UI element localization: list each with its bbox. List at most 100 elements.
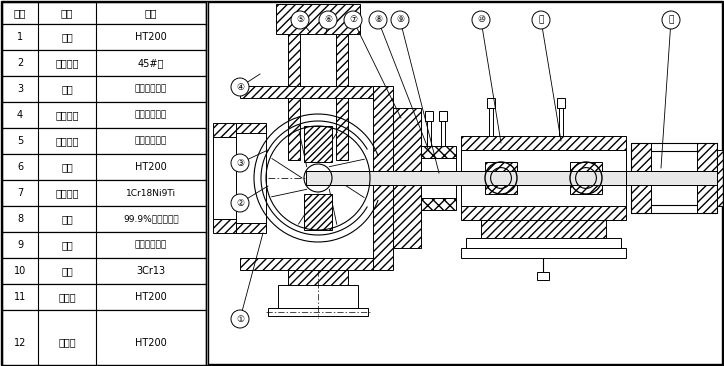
- Text: 叶轮: 叶轮: [61, 84, 73, 94]
- Bar: [2, 232, 206, 258]
- Circle shape: [391, 11, 409, 29]
- Circle shape: [472, 11, 490, 29]
- Text: HT200: HT200: [135, 292, 167, 302]
- Bar: [481, 220, 606, 238]
- Circle shape: [231, 78, 249, 96]
- Bar: [461, 206, 626, 220]
- Text: ③: ③: [236, 158, 244, 168]
- Circle shape: [344, 11, 362, 29]
- Bar: [461, 150, 626, 206]
- Text: ⑤: ⑤: [296, 15, 304, 25]
- Text: 45#钢: 45#钢: [138, 58, 164, 68]
- Bar: [717, 150, 724, 206]
- Bar: [425, 111, 433, 121]
- Text: 联轴器: 联轴器: [58, 337, 76, 347]
- Circle shape: [319, 11, 337, 29]
- Text: 11: 11: [14, 292, 26, 302]
- Bar: [236, 223, 266, 233]
- Bar: [2, 102, 206, 128]
- Text: 泵轴: 泵轴: [61, 266, 73, 276]
- Text: 泵盖衬里: 泵盖衬里: [55, 136, 79, 146]
- Text: 7: 7: [17, 188, 23, 198]
- Bar: [439, 111, 447, 121]
- Text: 序号: 序号: [14, 8, 26, 18]
- Text: 8: 8: [17, 214, 23, 224]
- Bar: [393, 108, 421, 248]
- Bar: [240, 258, 378, 270]
- Text: 叶轮骨架: 叶轮骨架: [55, 58, 79, 68]
- Bar: [626, 171, 717, 185]
- Text: ⑪: ⑪: [539, 15, 544, 25]
- Text: 10: 10: [14, 266, 26, 276]
- Text: 1Cr18Ni9Ti: 1Cr18Ni9Ti: [126, 188, 176, 198]
- Bar: [421, 158, 456, 198]
- Circle shape: [662, 11, 680, 29]
- Bar: [487, 98, 495, 108]
- Circle shape: [369, 11, 387, 29]
- Bar: [304, 126, 332, 162]
- Bar: [336, 34, 348, 160]
- Bar: [485, 185, 517, 194]
- Bar: [236, 133, 266, 223]
- Text: 99.9%氧化铝陶瓷: 99.9%氧化铝陶瓷: [123, 214, 179, 224]
- Text: ⑩: ⑩: [477, 15, 485, 25]
- Bar: [651, 151, 697, 205]
- Bar: [208, 2, 722, 364]
- Bar: [2, 50, 206, 76]
- Circle shape: [231, 154, 249, 172]
- Text: ⑦: ⑦: [349, 15, 357, 25]
- Bar: [2, 128, 206, 154]
- Bar: [461, 136, 626, 150]
- Text: 机封压盖: 机封压盖: [55, 188, 79, 198]
- Bar: [489, 108, 493, 136]
- Bar: [631, 143, 651, 213]
- Bar: [276, 4, 360, 34]
- Text: 3: 3: [17, 84, 23, 94]
- Bar: [288, 34, 300, 160]
- Bar: [240, 86, 378, 98]
- Bar: [421, 198, 456, 210]
- Bar: [288, 270, 348, 285]
- Bar: [485, 162, 517, 171]
- Text: 6: 6: [17, 162, 23, 172]
- Bar: [559, 108, 563, 136]
- Text: ①: ①: [236, 314, 244, 324]
- Text: 泵盖: 泵盖: [61, 162, 73, 172]
- Text: 3Cr13: 3Cr13: [136, 266, 166, 276]
- Bar: [268, 308, 368, 316]
- Text: 聚全氟乙丙烯: 聚全氟乙丙烯: [135, 85, 167, 93]
- Text: 泵体: 泵体: [61, 32, 73, 42]
- Bar: [2, 154, 206, 180]
- Bar: [213, 123, 236, 137]
- Text: 泵体衬里: 泵体衬里: [55, 110, 79, 120]
- Circle shape: [231, 310, 249, 328]
- Text: ⑧: ⑧: [374, 15, 382, 25]
- Text: ⑨: ⑨: [396, 15, 404, 25]
- Text: ⑥: ⑥: [324, 15, 332, 25]
- Bar: [441, 121, 445, 146]
- Bar: [2, 284, 206, 310]
- Circle shape: [231, 194, 249, 212]
- Bar: [2, 180, 206, 206]
- Bar: [2, 76, 206, 102]
- Text: 动环: 动环: [61, 240, 73, 250]
- Circle shape: [291, 11, 309, 29]
- Text: 名称: 名称: [61, 8, 73, 18]
- Bar: [2, 310, 206, 366]
- Text: 聚全氟乙丙烯: 聚全氟乙丙烯: [135, 137, 167, 146]
- Text: 9: 9: [17, 240, 23, 250]
- Bar: [697, 143, 717, 213]
- Text: 轴承体: 轴承体: [58, 292, 76, 302]
- Bar: [421, 146, 456, 158]
- Bar: [631, 143, 717, 213]
- Bar: [236, 123, 266, 133]
- Bar: [2, 24, 206, 50]
- Bar: [466, 238, 621, 248]
- Bar: [557, 98, 565, 108]
- Text: 4: 4: [17, 110, 23, 120]
- Text: 2: 2: [17, 58, 23, 68]
- Text: 静环: 静环: [61, 214, 73, 224]
- Bar: [570, 162, 602, 171]
- Text: 5: 5: [17, 136, 23, 146]
- Text: 材质: 材质: [145, 8, 157, 18]
